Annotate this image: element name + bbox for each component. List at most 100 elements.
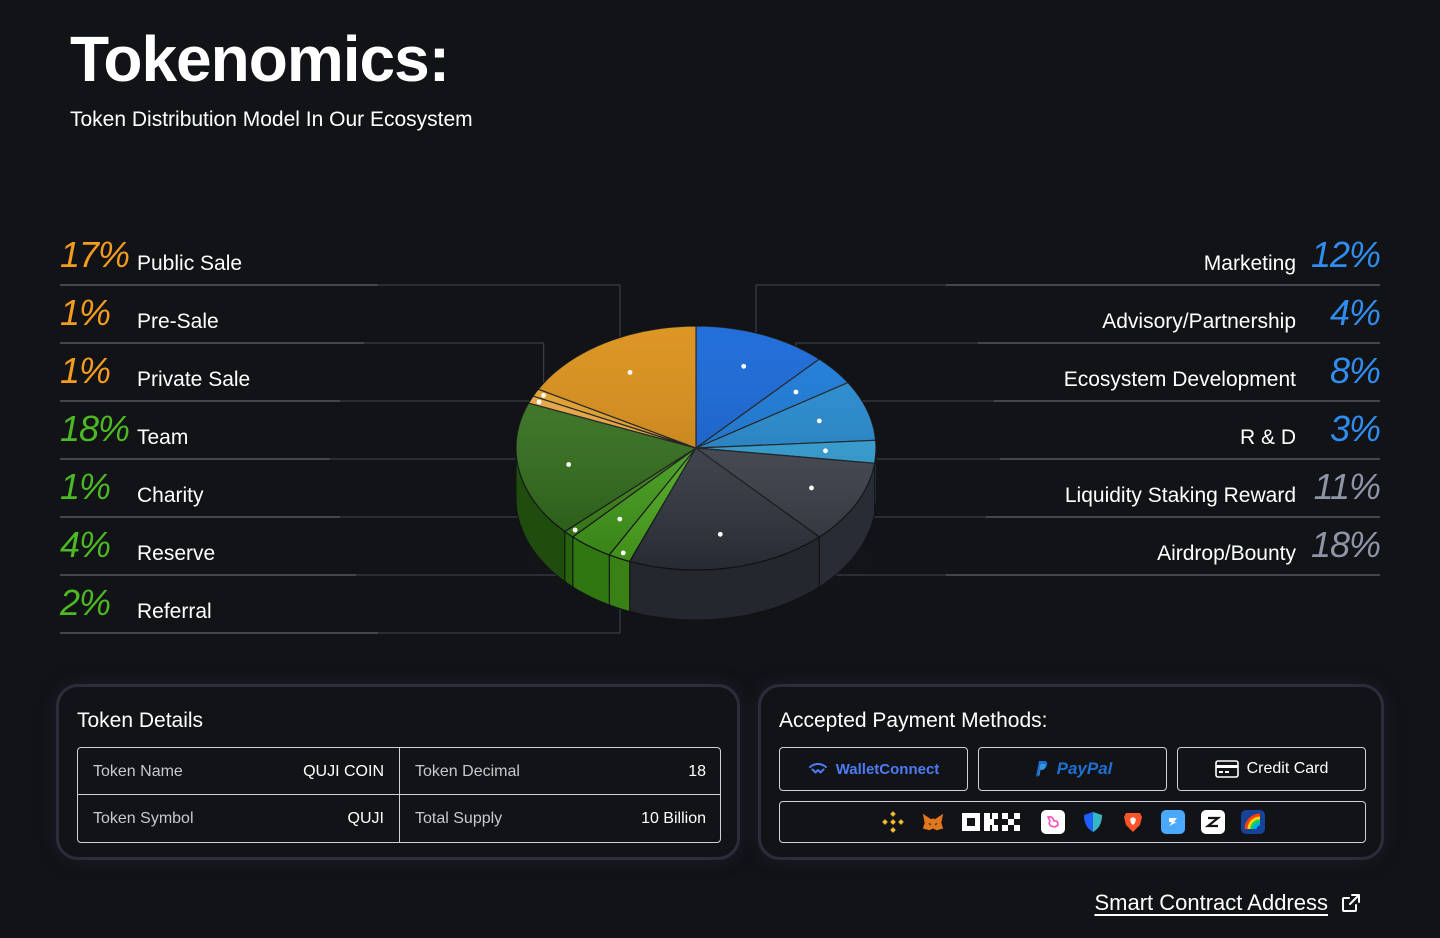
page-title: Tokenomics: <box>70 23 450 95</box>
legend-rule <box>946 574 1380 576</box>
legend-percent: 18% <box>1310 524 1381 565</box>
legend-percent: 1% <box>60 292 111 333</box>
smart-contract-link[interactable]: Smart Contract Address <box>1094 890 1362 916</box>
legend-item: 11% Liquidity Staking Reward <box>940 460 1381 518</box>
legend-percent: 18% <box>60 408 130 449</box>
legend-label: Marketing <box>1203 252 1296 275</box>
legend-item: 1% Charity <box>60 460 390 518</box>
table-divider <box>399 748 400 842</box>
slice-marker <box>823 448 828 454</box>
credit-card-label: Credit Card <box>1246 760 1329 777</box>
legend-percent: 12% <box>1310 234 1381 275</box>
external-link-icon <box>1342 894 1360 912</box>
walletconnect-label: WalletConnect <box>835 760 940 778</box>
trust-wallet-icon[interactable] <box>1081 810 1105 834</box>
legend-item: 8% Ecosystem Development <box>940 344 1381 402</box>
cell-value: QUJI <box>347 810 384 827</box>
legend-percent: 11% <box>1313 466 1381 507</box>
token-details-table: Token Name QUJI COIN Token Decimal 18 To… <box>77 747 721 843</box>
leader-line <box>364 342 545 396</box>
slice-marker <box>741 363 747 369</box>
slice-marker <box>816 418 822 424</box>
cell-key: Total Supply <box>415 810 503 827</box>
legend-percent: 17% <box>60 234 130 275</box>
legend-item: 1% Pre-Sale <box>60 286 390 344</box>
legend-rule <box>994 400 1380 402</box>
cell-value: 10 Billion <box>641 810 706 827</box>
legend-item: 2% Referral <box>60 576 390 634</box>
slice-marker <box>566 462 572 467</box>
legend-rule <box>60 342 364 344</box>
legend-item: 4% Advisory/Partnership <box>940 286 1381 344</box>
legend-rule <box>60 574 356 576</box>
page-subtitle: Token Distribution Model In Our Ecosyste… <box>70 108 473 131</box>
walletconnect-icon <box>808 763 827 774</box>
table-cell: Token Name QUJI COIN <box>78 748 400 796</box>
slice-marker <box>572 527 578 533</box>
legend-percent: 1% <box>60 350 111 391</box>
slice-marker <box>809 485 814 491</box>
pie-highlight <box>516 326 876 570</box>
pie-dots <box>536 363 828 556</box>
legend-item: 17% Public Sale <box>60 228 390 286</box>
legend-percent: 3% <box>1329 408 1381 449</box>
legend-label: Private Sale <box>137 368 251 391</box>
legend-rule <box>946 284 1380 286</box>
legend-item: 1% Private Sale <box>60 344 390 402</box>
cell-value: QUJI COIN <box>303 763 384 780</box>
slice-marker <box>793 389 799 395</box>
legend-label: Reserve <box>137 542 216 565</box>
credit-card-button[interactable]: Credit Card <box>1177 747 1366 791</box>
legend-label: Advisory/Partnership <box>1102 310 1296 333</box>
cell-key: Token Name <box>93 763 183 780</box>
zengo-icon[interactable] <box>1200 810 1225 834</box>
legend-rule <box>60 516 340 518</box>
uniswap-icon[interactable] <box>1040 810 1065 834</box>
slice-marker <box>536 399 542 405</box>
rainbow-icon[interactable] <box>1240 810 1265 834</box>
legend-item: 18% Airdrop/Bounty <box>940 518 1381 576</box>
legend-rule <box>60 632 378 634</box>
cell-key: Token Decimal <box>415 763 520 780</box>
slice-marker <box>541 393 546 398</box>
brave-icon[interactable] <box>1121 810 1145 834</box>
metamask-icon[interactable] <box>921 810 945 834</box>
legend-rule <box>60 458 330 460</box>
binance-icon[interactable] <box>881 810 905 834</box>
legend-label: Public Sale <box>137 252 243 275</box>
okx-icon[interactable] <box>961 810 1025 834</box>
slice-marker <box>620 550 626 556</box>
legend-rule <box>978 342 1380 344</box>
legend-item: 4% Reserve <box>60 518 390 576</box>
paypal-label: PayPal <box>1056 759 1113 778</box>
table-cell: Total Supply 10 Billion <box>400 795 722 843</box>
legend-label: Charity <box>137 484 204 507</box>
paypal-button[interactable]: PayPal <box>978 747 1167 791</box>
legend-label: Team <box>137 426 189 449</box>
table-divider <box>78 794 720 795</box>
legend-item: 18% Team <box>60 402 390 460</box>
payment-methods-card: Accepted Payment Methods: WalletConnect … <box>758 684 1384 860</box>
legend-label: R & D <box>1239 426 1296 449</box>
safepal-icon[interactable] <box>1160 810 1185 834</box>
legend-percent: 4% <box>60 524 111 565</box>
slice-marker <box>617 516 623 522</box>
legend-item: 12% Marketing <box>940 228 1381 286</box>
legend-label: Liquidity Staking Reward <box>1064 484 1296 507</box>
cell-key: Token Symbol <box>93 810 194 827</box>
legend-item: 3% R & D <box>940 402 1381 460</box>
legend-rule <box>986 516 1380 518</box>
walletconnect-button[interactable]: WalletConnect <box>779 747 968 791</box>
legend-label: Referral <box>137 600 212 623</box>
legend-label: Airdrop/Bounty <box>1157 542 1296 565</box>
pie-side-charity <box>564 530 574 588</box>
slice-marker <box>717 531 723 537</box>
legend-percent: 8% <box>1329 350 1381 391</box>
credit-card-icon <box>1214 760 1239 778</box>
legend-percent: 2% <box>60 582 111 623</box>
smart-contract-label[interactable]: Smart Contract Address <box>1094 890 1328 915</box>
legend-rule <box>60 284 378 286</box>
token-details-title: Token Details <box>77 709 204 732</box>
paypal-icon <box>1035 761 1047 777</box>
legend-rule <box>60 400 340 402</box>
